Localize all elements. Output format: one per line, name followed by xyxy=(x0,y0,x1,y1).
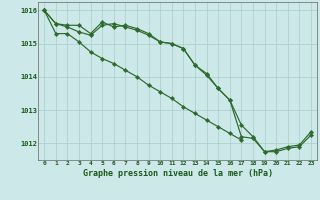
X-axis label: Graphe pression niveau de la mer (hPa): Graphe pression niveau de la mer (hPa) xyxy=(83,169,273,178)
